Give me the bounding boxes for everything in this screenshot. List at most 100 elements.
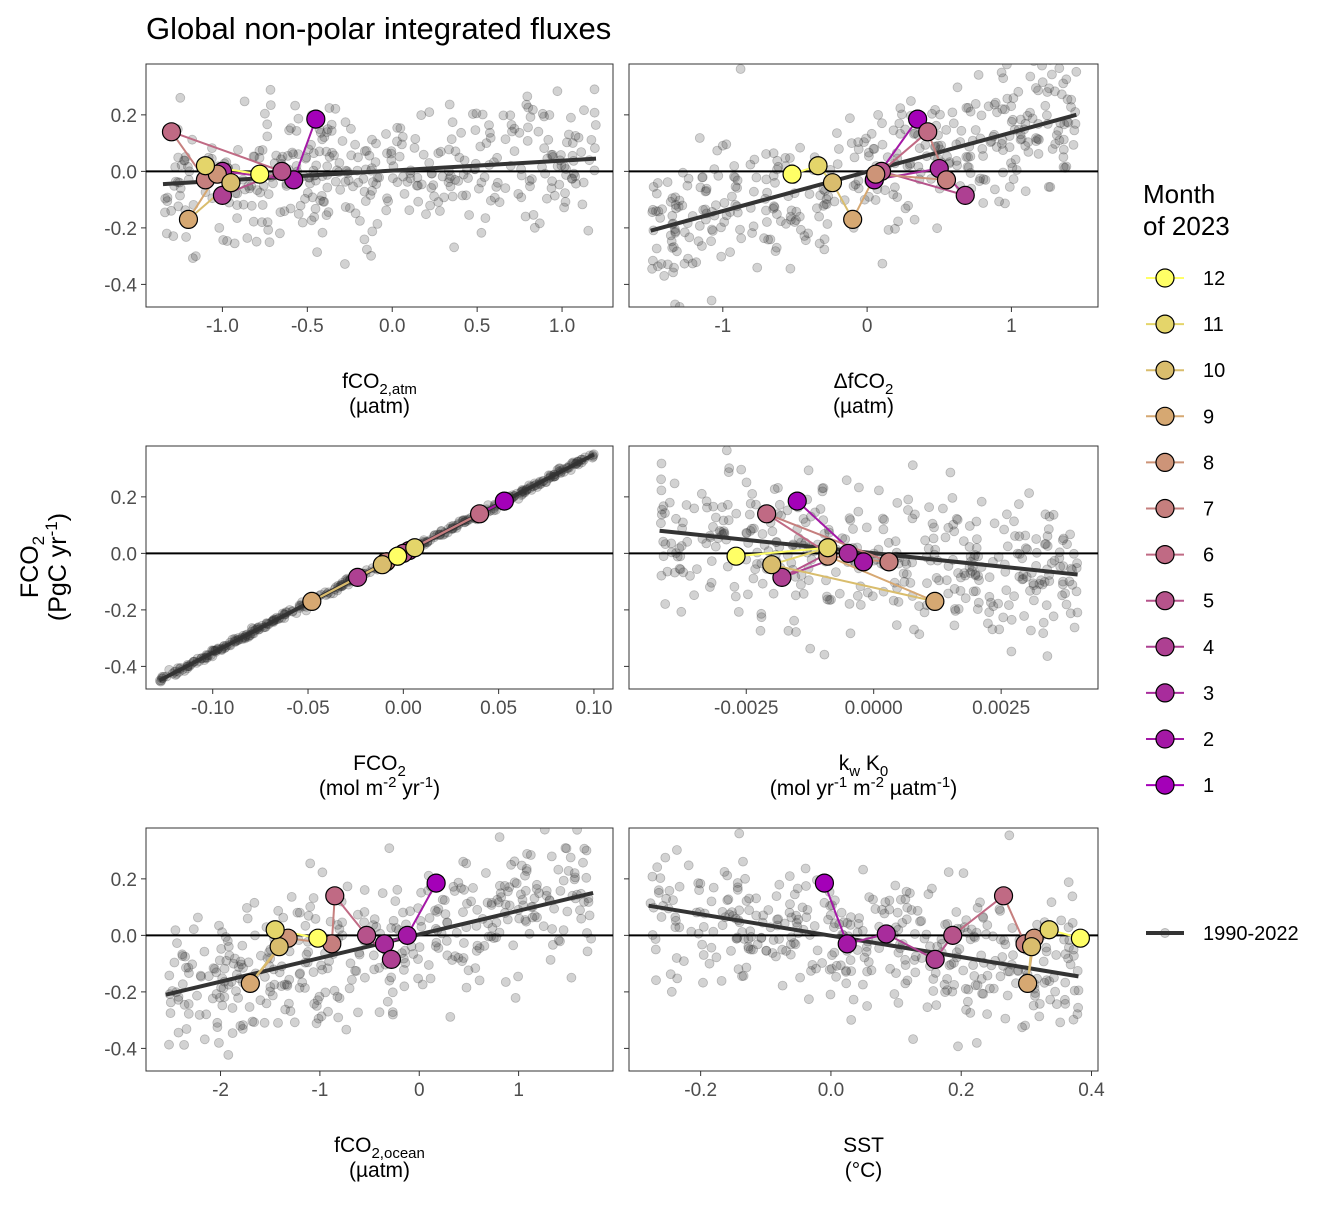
background-point: [334, 158, 345, 168]
background-point: [483, 931, 494, 942]
background-point: [398, 171, 409, 182]
month-point-3: [876, 924, 896, 944]
background-point: [265, 982, 276, 992]
background-point: [670, 226, 681, 237]
background-point: [864, 892, 875, 902]
x-tick-label: 1: [1006, 316, 1017, 337]
background-point: [254, 152, 265, 163]
x-tick-label: 0.4: [1078, 1080, 1105, 1101]
background-point: [579, 897, 589, 907]
month-point-9: [240, 973, 260, 994]
background-point: [695, 878, 706, 889]
background-point: [284, 125, 295, 136]
background-point: [971, 586, 981, 597]
background-point: [895, 128, 906, 139]
background-point: [318, 196, 329, 207]
background-point: [864, 151, 874, 162]
background-point: [877, 139, 888, 150]
month-point-2: [837, 934, 857, 954]
background-point: [772, 155, 783, 166]
background-point: [262, 131, 273, 142]
background-point: [1058, 576, 1068, 587]
background-point: [859, 952, 870, 963]
background-point: [1060, 588, 1070, 599]
background-point: [398, 907, 408, 918]
background-point: [900, 894, 911, 904]
background-point: [177, 979, 188, 990]
background-point: [555, 936, 565, 947]
background-point: [861, 522, 872, 533]
month-point-10: [221, 173, 241, 193]
background-point: [388, 915, 399, 926]
background-point: [867, 591, 878, 602]
background-point: [679, 227, 690, 238]
background-point: [973, 70, 984, 80]
background-point: [790, 590, 801, 601]
background-point: [759, 233, 769, 244]
background-point: [795, 142, 805, 153]
x-tick-label: 0.0025: [972, 698, 1030, 719]
background-point: [579, 843, 590, 854]
x-tick-label: -0.10: [191, 698, 234, 719]
background-point: [745, 159, 756, 170]
background-point: [817, 958, 827, 968]
background-point: [1071, 586, 1082, 597]
background-point: [192, 990, 202, 1001]
legend-label: 9: [1203, 406, 1214, 428]
background-point: [672, 246, 682, 257]
legend-key: [1155, 591, 1175, 611]
background-point: [846, 966, 857, 976]
background-point: [671, 513, 681, 524]
background-point: [269, 979, 280, 990]
background-point: [1013, 86, 1024, 97]
background-point: [1058, 561, 1069, 572]
background-point: [562, 137, 572, 148]
background-point: [589, 107, 600, 118]
panel-frame: [628, 63, 1099, 308]
background-point: [769, 484, 780, 495]
background-point: [288, 149, 299, 160]
background-point: [279, 206, 290, 217]
background-point: [697, 172, 708, 183]
legend-item-month-6: 6: [1146, 545, 1214, 567]
background-point: [369, 964, 380, 975]
background-point: [212, 1022, 223, 1032]
background-point: [951, 155, 962, 166]
background-point: [805, 643, 816, 654]
background-point: [976, 110, 987, 121]
background-point: [443, 177, 454, 188]
background-point: [969, 971, 980, 981]
background-point: [910, 951, 921, 962]
background-point: [1065, 959, 1076, 970]
background-point: [743, 589, 753, 600]
background-point: [668, 895, 678, 905]
background-point: [974, 575, 984, 586]
background-point: [741, 528, 752, 538]
background-point: [547, 924, 557, 934]
background-point: [853, 506, 864, 517]
background-point: [822, 219, 833, 229]
background-point: [783, 625, 794, 636]
background-point: [430, 941, 441, 951]
background-point: [884, 904, 895, 915]
background-point: [485, 132, 496, 143]
background-point: [1023, 146, 1034, 157]
background-point: [998, 167, 1008, 178]
background-point: [732, 932, 743, 943]
background-point: [192, 912, 203, 923]
background-point: [416, 887, 427, 898]
background-point: [678, 517, 688, 528]
month-point-12: [388, 546, 408, 566]
background-point: [392, 884, 403, 895]
background-point: [842, 918, 853, 928]
background-point: [994, 196, 1004, 207]
background-point: [413, 196, 424, 207]
background-point: [395, 123, 406, 134]
background-point: [751, 172, 762, 183]
background-point: [877, 513, 888, 524]
background-point: [845, 113, 855, 124]
x-axis-unit: (µatm): [833, 395, 894, 418]
background-point: [484, 120, 494, 130]
background-point: [1037, 579, 1048, 590]
background-point: [744, 893, 754, 904]
